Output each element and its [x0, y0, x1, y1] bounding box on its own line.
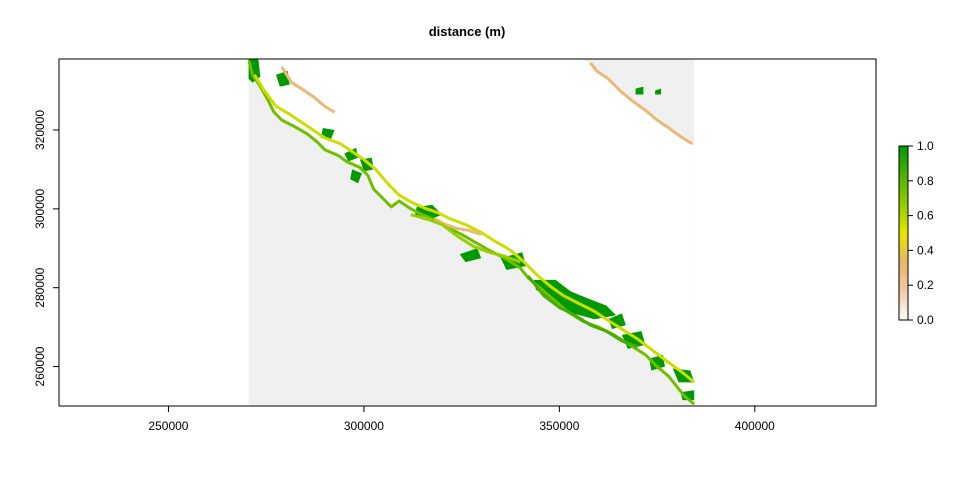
legend-tick-label-4: 0.8: [917, 174, 934, 188]
color-legend: 0.0 0.2 0.4 0.6 0.8 1.0: [898, 139, 934, 327]
y-tick-label-3: 320000: [33, 110, 47, 150]
plot-area: [247, 59, 696, 406]
coastline-distance-bands: [247, 60, 696, 406]
distance-band-2: [280, 66, 336, 114]
distance-band-6: [526, 274, 639, 349]
distance-patch-5: [350, 169, 362, 184]
distance-band-5: [410, 213, 521, 264]
x-tick-label-1: 300000: [344, 419, 384, 433]
x-tick-label-2: 350000: [539, 419, 579, 433]
legend-tick-label-3: 0.6: [917, 209, 934, 223]
y-tick-label-0: 260000: [33, 346, 47, 386]
distance-patch-11: [608, 313, 626, 330]
distance-band-3: [589, 62, 694, 146]
y-tick-label-1: 280000: [33, 267, 47, 307]
distance-band-4: [433, 217, 482, 236]
legend-tick-label-5: 1.0: [917, 139, 934, 153]
y-axis: 260000 280000 300000 320000: [33, 110, 60, 387]
x-tick-label-0: 250000: [148, 419, 188, 433]
distance-patch-13: [649, 354, 665, 371]
distance-patch-17: [655, 88, 661, 95]
legend-ticks: 0.0 0.2 0.4 0.6 0.8 1.0: [908, 139, 934, 327]
distance-patch-3: [344, 147, 359, 162]
legend-colorbar: [898, 145, 909, 321]
distance-patch-7: [459, 248, 482, 263]
legend-tick-label-0: 0.0: [917, 313, 934, 327]
x-tick-label-3: 400000: [735, 419, 775, 433]
legend-tick-label-1: 0.2: [917, 278, 934, 292]
y-tick-label-2: 300000: [33, 188, 47, 228]
chart-title: distance (m): [429, 24, 506, 39]
x-axis: 250000 300000 350000 400000: [148, 405, 775, 433]
distance-patch-16: [635, 86, 644, 95]
distance-band-1: [253, 73, 696, 384]
legend-tick-label-2: 0.4: [917, 243, 934, 257]
